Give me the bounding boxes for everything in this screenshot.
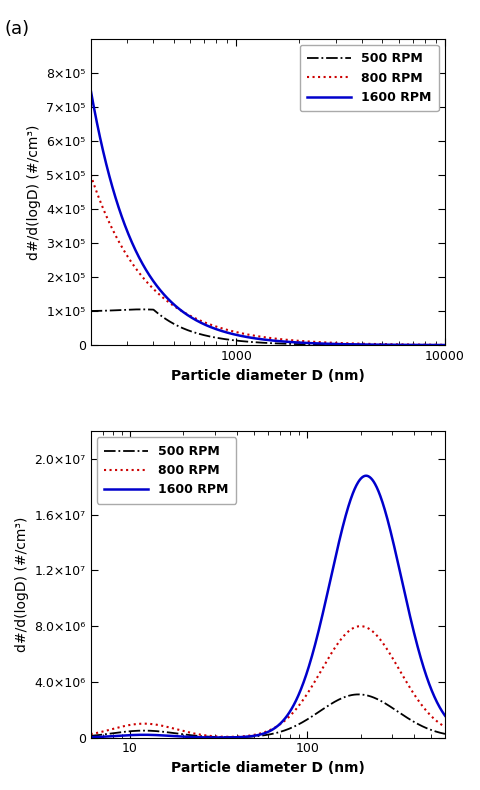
Line: 1600 RPM: 1600 RPM: [91, 90, 445, 345]
1600 RPM: [314, 633, 320, 642]
1600 RPM: [88, 85, 94, 95]
500 RPM: [88, 307, 94, 316]
X-axis label: Particle diameter D (nm): Particle diameter D (nm): [171, 761, 365, 775]
500 RPM: [357, 340, 363, 350]
1600 RPM: [442, 340, 448, 350]
X-axis label: Particle diameter D (nm): Particle diameter D (nm): [171, 369, 365, 382]
800 RPM: [109, 224, 115, 234]
500 RPM: [88, 731, 94, 740]
Y-axis label: d#/d(logD) (#/cm³): d#/d(logD) (#/cm³): [15, 517, 29, 652]
1600 RPM: [363, 471, 369, 480]
1600 RPM: [394, 553, 399, 562]
1600 RPM: [313, 339, 319, 348]
800 RPM: [294, 336, 300, 345]
500 RPM: [303, 340, 309, 349]
800 RPM: [442, 340, 448, 349]
800 RPM: [442, 722, 448, 732]
500 RPM: [394, 706, 399, 716]
800 RPM: [357, 622, 363, 631]
800 RPM: [394, 660, 399, 670]
800 RPM: [303, 690, 309, 700]
Line: 1600 RPM: 1600 RPM: [91, 476, 445, 738]
1600 RPM: [294, 337, 300, 347]
1600 RPM: [109, 732, 115, 741]
Legend: 500 RPM, 800 RPM, 1600 RPM: 500 RPM, 800 RPM, 1600 RPM: [97, 438, 236, 504]
800 RPM: [358, 622, 363, 631]
Line: 800 RPM: 800 RPM: [91, 175, 445, 344]
800 RPM: [109, 724, 115, 734]
500 RPM: [442, 340, 448, 350]
1600 RPM: [357, 475, 363, 484]
500 RPM: [294, 720, 300, 730]
500 RPM: [314, 340, 320, 349]
1600 RPM: [442, 711, 448, 720]
500 RPM: [356, 690, 361, 699]
Legend: 500 RPM, 800 RPM, 1600 RPM: 500 RPM, 800 RPM, 1600 RPM: [300, 45, 439, 111]
800 RPM: [314, 673, 320, 683]
Line: 500 RPM: 500 RPM: [91, 310, 445, 345]
1600 RPM: [303, 670, 309, 679]
800 RPM: [313, 337, 319, 347]
500 RPM: [138, 305, 144, 314]
Line: 500 RPM: 500 RPM: [91, 694, 445, 737]
1600 RPM: [88, 732, 94, 742]
500 RPM: [294, 340, 300, 349]
500 RPM: [227, 732, 233, 742]
800 RPM: [303, 337, 309, 346]
1600 RPM: [357, 340, 362, 349]
Text: (a): (a): [5, 20, 30, 38]
800 RPM: [357, 339, 362, 348]
500 RPM: [314, 709, 320, 718]
800 RPM: [88, 729, 94, 739]
1600 RPM: [216, 733, 222, 743]
500 RPM: [303, 715, 309, 724]
500 RPM: [358, 690, 363, 699]
1600 RPM: [109, 182, 115, 192]
500 RPM: [394, 340, 399, 350]
500 RPM: [109, 728, 115, 738]
800 RPM: [226, 732, 232, 742]
800 RPM: [393, 340, 399, 349]
1600 RPM: [303, 338, 309, 348]
1600 RPM: [393, 340, 399, 349]
Y-axis label: d#/d(logD) (#/cm³): d#/d(logD) (#/cm³): [27, 124, 41, 260]
800 RPM: [88, 170, 94, 179]
500 RPM: [442, 729, 448, 739]
Line: 800 RPM: 800 RPM: [91, 626, 445, 737]
500 RPM: [109, 306, 115, 315]
800 RPM: [294, 703, 300, 713]
1600 RPM: [294, 694, 300, 703]
